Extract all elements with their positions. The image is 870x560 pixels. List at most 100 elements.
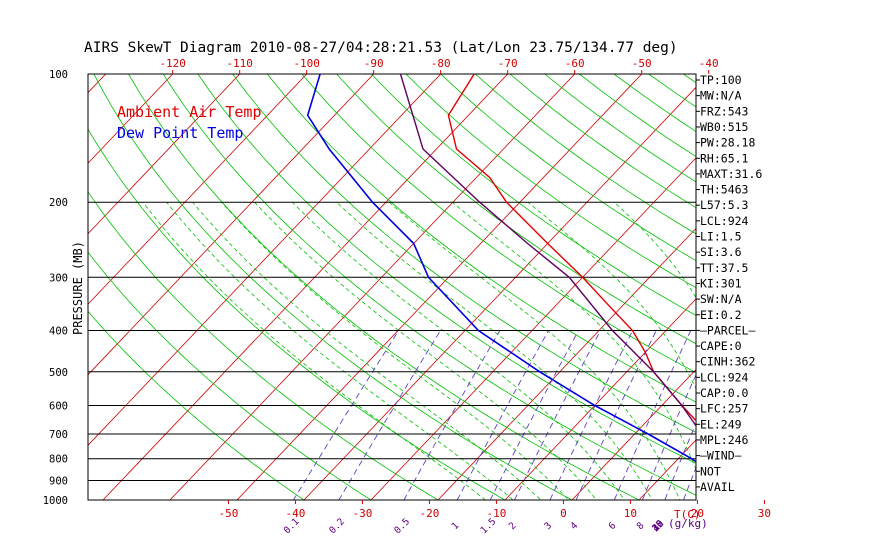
mixing-ratio-line bbox=[683, 466, 696, 500]
isotherm-line bbox=[88, 74, 174, 164]
moist-adiabat bbox=[142, 201, 487, 500]
dry-adiabat bbox=[753, 74, 870, 509]
mixing-ratio-line bbox=[613, 330, 692, 500]
index-item: AVAIL bbox=[700, 480, 735, 494]
index-item: LI:1.5 bbox=[700, 230, 742, 244]
mixing-ratio-label: 3 bbox=[542, 520, 554, 532]
isotherm-line bbox=[102, 74, 509, 500]
bottom-tick-label: -10 bbox=[486, 507, 506, 520]
temp-axis-unit: T(C) bbox=[674, 508, 701, 521]
bottom-tick-label: 30 bbox=[758, 507, 771, 520]
dry-adiabat bbox=[822, 74, 870, 509]
index-item: TP:100 bbox=[700, 73, 742, 87]
index-item: KI:301 bbox=[700, 276, 742, 290]
moist-adiabat bbox=[192, 201, 542, 500]
mixing-ratio-label: 40 bbox=[650, 518, 666, 534]
dry-adiabat bbox=[93, 74, 573, 500]
moist-adiabat bbox=[254, 201, 598, 500]
moist-adiabat bbox=[388, 201, 681, 500]
dry-adiabat bbox=[162, 74, 696, 496]
mixing-ratio-line bbox=[513, 330, 601, 500]
moist-adiabat bbox=[527, 201, 696, 390]
index-item: LCL:924 bbox=[700, 370, 749, 384]
index-item: L57:5.3 bbox=[700, 198, 749, 212]
mixing-ratio-line bbox=[456, 330, 549, 500]
index-item: LFC:257 bbox=[700, 402, 749, 416]
top-tick-label: -120 bbox=[159, 57, 186, 70]
index-item: SI:3.6 bbox=[700, 245, 742, 259]
index-item: —WIND— bbox=[700, 449, 742, 463]
mixing-ratio-label: 2 bbox=[507, 520, 519, 532]
mixing-ratio-line bbox=[338, 330, 441, 500]
pressure-tick-label: 100 bbox=[49, 69, 68, 81]
series-line-dew-point-temp bbox=[306, 74, 696, 463]
index-item: CAP:0.0 bbox=[700, 386, 749, 400]
index-item: MW:N/A bbox=[700, 89, 742, 103]
dry-adiabat bbox=[788, 74, 870, 509]
index-item: TT:37.5 bbox=[700, 261, 748, 275]
isotherm-line bbox=[88, 74, 107, 94]
dry-adiabat bbox=[648, 74, 696, 108]
mixing-ratio-line bbox=[403, 330, 501, 500]
mixing-ratio-label: 0.2 bbox=[327, 516, 347, 536]
isotherm-line bbox=[88, 74, 308, 305]
dry-adiabat bbox=[128, 74, 640, 500]
pressure-tick-label: 700 bbox=[49, 429, 68, 441]
mixing-ratio-label: 6 bbox=[607, 520, 619, 532]
top-tick-label: -80 bbox=[431, 57, 451, 70]
mixing-ratio-line bbox=[812, 331, 870, 510]
index-item: CINH:362 bbox=[700, 355, 755, 369]
pressure-tick-label: 200 bbox=[49, 197, 68, 209]
mix-axis-unit: (g/kg) bbox=[668, 517, 708, 530]
dry-adiabat bbox=[857, 74, 870, 509]
top-tick-label: -110 bbox=[226, 57, 253, 70]
isotherm-line bbox=[831, 65, 870, 510]
bottom-tick-label: -30 bbox=[352, 507, 372, 520]
top-tick-label: -60 bbox=[565, 57, 585, 70]
dry-adiabat bbox=[88, 191, 439, 500]
y-axis-label: PRESSURE (MB) bbox=[71, 241, 85, 335]
legend: Ambient Air Temp Dew Point Temp bbox=[117, 103, 262, 142]
isotherm-line bbox=[169, 74, 576, 500]
pressure-tick-label: 1000 bbox=[43, 495, 68, 507]
bottom-tick-label: -50 bbox=[218, 507, 238, 520]
top-tick-label: -50 bbox=[632, 57, 652, 70]
pressure-tick-label: 800 bbox=[49, 454, 68, 466]
index-item: EI:0.2 bbox=[700, 308, 742, 322]
index-item: MPL:246 bbox=[700, 433, 749, 447]
legend-air-temp: Ambient Air Temp bbox=[117, 103, 262, 121]
isotherm-line bbox=[88, 74, 375, 376]
chart-title: AIRS SkewT Diagram 2010-08-27/04:28:21.5… bbox=[84, 40, 678, 56]
index-item: —PARCEL— bbox=[700, 323, 755, 337]
mixing-ratio-label: 0.5 bbox=[392, 516, 412, 536]
isotherm-line bbox=[504, 298, 696, 500]
mixing-ratio-line bbox=[489, 330, 579, 500]
dry-adiabat bbox=[88, 251, 372, 500]
isotherm-line bbox=[0, 65, 48, 510]
top-tick-label: -70 bbox=[498, 57, 518, 70]
top-tick-label: -100 bbox=[293, 57, 320, 70]
moist-adiabat bbox=[166, 201, 514, 500]
bottom-tick-label: 20 bbox=[691, 507, 704, 520]
index-item: CAPE:0 bbox=[700, 339, 742, 353]
moist-adiabat bbox=[292, 201, 625, 500]
grid-lines bbox=[0, 65, 870, 510]
top-temp-ticks: -120 -110 -100 -90 -80 -70 -60 -50 -40 bbox=[159, 57, 719, 74]
isotherm-line bbox=[303, 86, 696, 500]
dry-adiabat bbox=[88, 310, 305, 500]
mixing-ratio-label: 4 bbox=[568, 520, 580, 532]
isotherm-line bbox=[437, 227, 696, 500]
index-item: RH:65.1 bbox=[700, 151, 749, 165]
dry-adiabat bbox=[232, 74, 696, 433]
data-series bbox=[306, 74, 696, 463]
pressure-tick-label: 300 bbox=[49, 272, 68, 284]
index-item: LCL:924 bbox=[700, 214, 749, 228]
series-line-ambient-air-temp bbox=[447, 74, 696, 422]
series-line-parcel bbox=[399, 74, 696, 428]
pressure-tick-labels: 100 200 300 400 500 600 700 800 900 1000 bbox=[43, 69, 68, 507]
index-item: EL:249 bbox=[700, 417, 742, 431]
isotherm-line bbox=[370, 157, 696, 500]
